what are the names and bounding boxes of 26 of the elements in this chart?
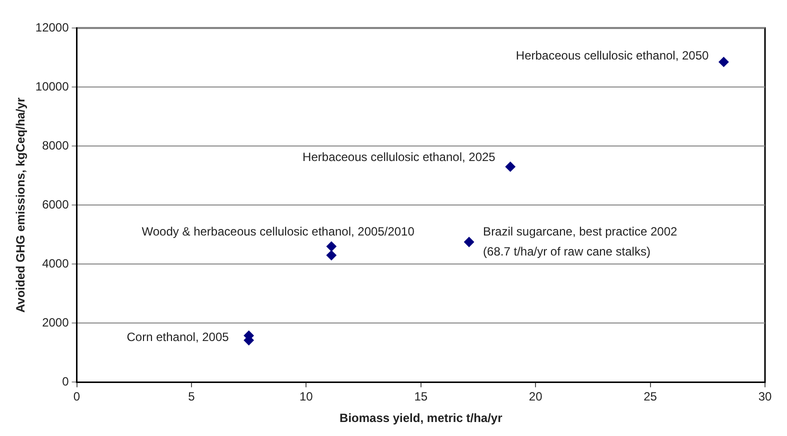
x-tick-label: 0 bbox=[73, 390, 80, 404]
annotation: Herbaceous cellulosic ethanol, 2050 bbox=[516, 48, 710, 62]
annotation: Herbaceous cellulosic ethanol, 2025 bbox=[302, 150, 496, 164]
y-tick-label: 8000 bbox=[42, 138, 70, 152]
point bbox=[464, 236, 474, 247]
x-axis-title: Biomass yield, metric t/ha/yr bbox=[340, 411, 503, 426]
x-tick-label: 25 bbox=[644, 390, 658, 404]
y-tick-label: 6000 bbox=[42, 197, 70, 212]
x-tick-label: 15 bbox=[414, 390, 428, 404]
point bbox=[505, 162, 516, 172]
annotation: Brazil sugarcane, best practice 2002 (68.7 t/ha/yr of raw cane stalks) bbox=[483, 224, 678, 258]
y-tick-label: 0 bbox=[62, 374, 70, 389]
point bbox=[718, 56, 729, 67]
annotation: Woody & herbaceous cellulosic ethanol, 2005/2010 bbox=[142, 224, 415, 239]
annotation: Corn ethanol, 2005 bbox=[126, 330, 230, 344]
x-tick-label: 10 bbox=[300, 390, 314, 404]
point bbox=[326, 241, 336, 252]
y-tick-label: 12000 bbox=[35, 20, 70, 34]
point bbox=[326, 250, 336, 260]
x-tick-label: 20 bbox=[528, 390, 543, 404]
x-tick-label: 5 bbox=[188, 390, 196, 404]
y-tick-label: 2000 bbox=[42, 315, 70, 330]
x-tick-label: 30 bbox=[758, 390, 772, 404]
y-axis-title: Avoided GHG emissions, kgCeq/ha/yr bbox=[14, 97, 28, 313]
y-tick-label: 4000 bbox=[42, 256, 70, 270]
y-tick-label: 10000 bbox=[35, 79, 70, 94]
